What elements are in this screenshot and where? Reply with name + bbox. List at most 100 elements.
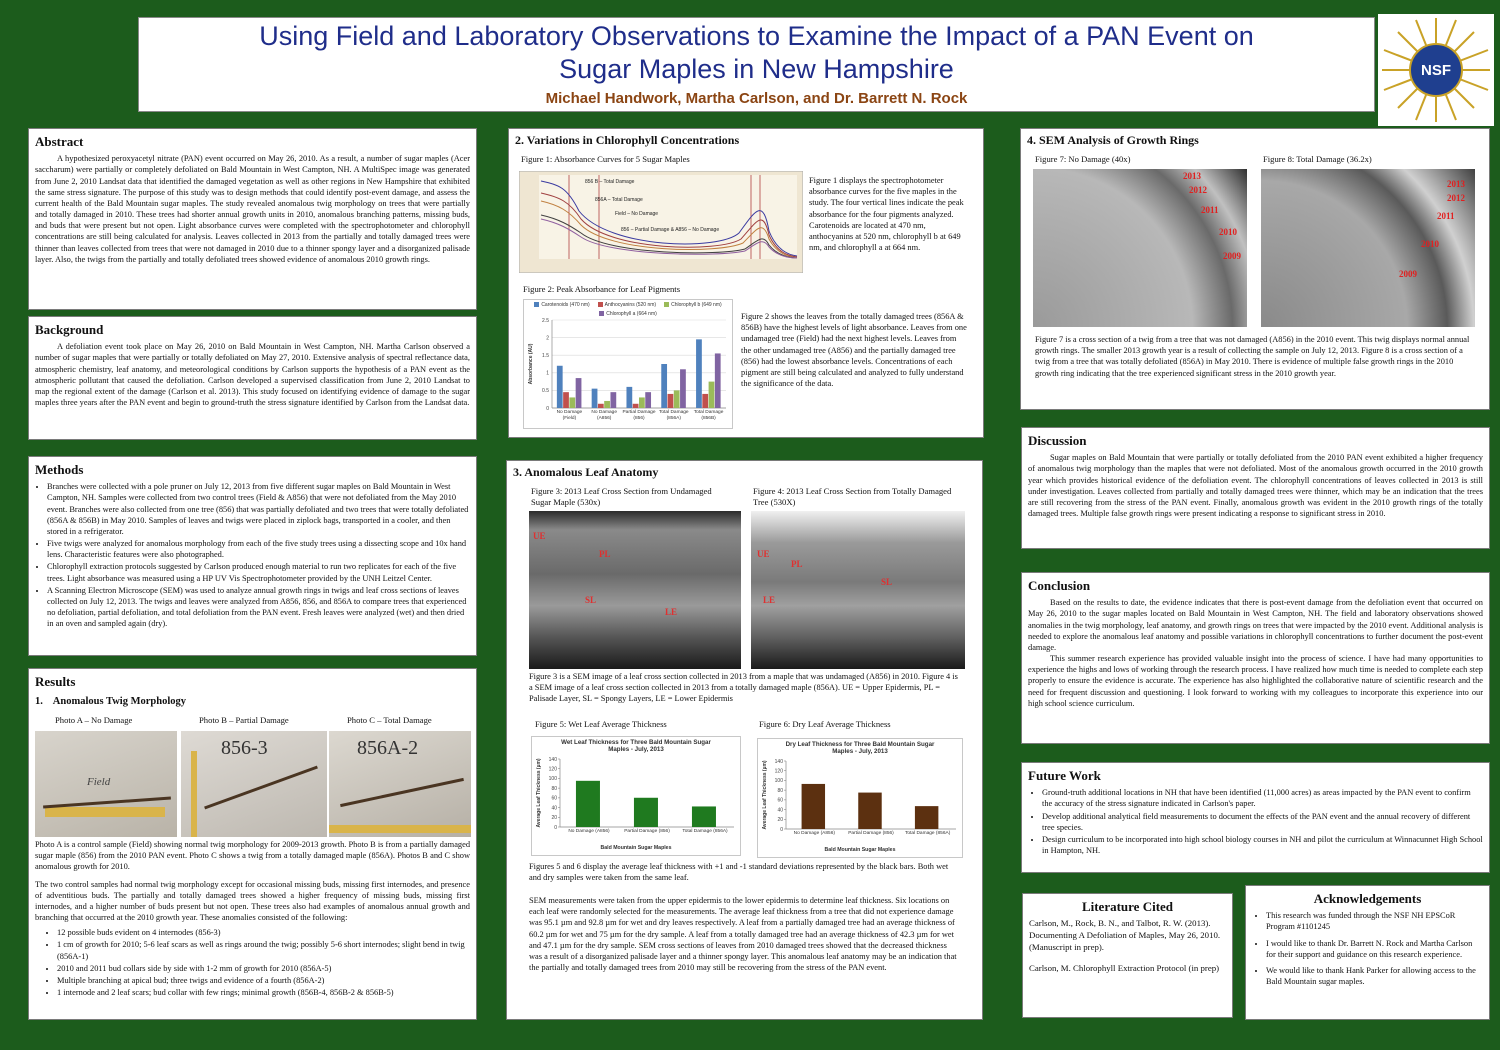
bar — [633, 797, 658, 827]
subheading: 1. Anomalous Twig Morphology — [35, 696, 187, 707]
sem-label: PL — [599, 549, 611, 559]
section-heading: 4. SEM Analysis of Growth Rings — [1027, 133, 1199, 147]
figure-text: Figure 1 displays the spectrophotometer … — [809, 176, 964, 253]
section-heading: Acknowledgements — [1313, 891, 1422, 906]
y-tick-label: 80 — [551, 786, 557, 792]
sem-twig-image: 2013 2012 2011 2010 2009 — [1261, 169, 1475, 327]
sem-twig-image: 2013 2012 2011 2010 2009 — [1033, 169, 1247, 327]
bar — [914, 806, 939, 829]
y-tick-label: 1.5 — [542, 353, 549, 359]
dry-thickness-chart: Dry Leaf Thickness for Three Bald Mounta… — [757, 738, 963, 858]
absorbance-figure: 856 B – Total Damage 856A – Total Damage… — [519, 171, 803, 273]
bar — [610, 392, 617, 408]
figure-text: Figure 3 is a SEM image of a leaf cross … — [529, 672, 958, 704]
figure-text: SEM measurements were taken from the upp… — [529, 896, 957, 973]
y-tick-label: 140 — [549, 757, 558, 763]
anomaly-item: 1 cm of growth for 2010; 5-6 leaf scars … — [57, 939, 470, 961]
legend-label: Chlorophyll a (664 nm) — [606, 310, 657, 317]
sem-label: LE — [665, 607, 678, 617]
photo-caption: Photo A – No Damage — [55, 715, 133, 725]
authors: Michael Handwork, Martha Carlson, and Dr… — [545, 90, 968, 107]
y-tick-label: 20 — [777, 817, 783, 823]
x-tick-label: Partial Damage (856) — [848, 831, 894, 836]
bar — [563, 392, 569, 408]
acknowledgement: We would like to thank Hank Parker for a… — [1266, 965, 1483, 987]
y-tick-label: 2 — [546, 335, 549, 341]
bar — [708, 381, 715, 408]
bar — [639, 397, 645, 408]
section-heading: 3. Anomalous Leaf Anatomy — [513, 465, 659, 479]
background-panel: Background A defoliation event took plac… — [28, 316, 477, 440]
anatomy-panel: 3. Anomalous Leaf Anatomy Figure 3: 2013… — [506, 460, 983, 1020]
photo-caption: Photo B – Partial Damage — [199, 715, 289, 725]
anomaly-item: 1 internode and 2 leaf scars; bud collar… — [57, 987, 470, 998]
sem-label: UE — [533, 531, 546, 541]
title-box: Using Field and Laboratory Observations … — [138, 17, 1375, 112]
y-tick-label: 40 — [551, 805, 557, 811]
y-tick-label: 0 — [780, 827, 783, 833]
curve-label: 856 – Partial Damage & A856 – No Damage — [621, 227, 719, 233]
figure-caption: Figure 3: 2013 Leaf Cross Section from U… — [531, 486, 712, 508]
background-text: A defoliation event took place on May 26… — [35, 342, 470, 408]
logo-text: NSF — [1421, 62, 1451, 79]
legend-item: Carotenoids (470 nm) — [534, 302, 590, 309]
y-axis-label: Average Leaf Thickness (µm) — [536, 758, 542, 827]
section-heading: Discussion — [1028, 433, 1087, 448]
y-tick-label: 1 — [546, 371, 549, 377]
future-work-panel: Future Work Ground-truth additional loca… — [1021, 762, 1490, 873]
methods-item: A Scanning Electron Microscope (SEM) was… — [47, 585, 470, 630]
legend-item: Anthocyanins (520 nm) — [597, 302, 657, 309]
section-heading: 2. Variations in Chlorophyll Concentrati… — [515, 133, 740, 147]
bar — [597, 403, 604, 408]
future-item: Develop additional analytical field meas… — [1042, 811, 1483, 833]
legend: Carotenoids (470 nm) Anthocyanins (520 nm… — [524, 302, 732, 317]
sem-label: PL — [791, 559, 803, 569]
x-tick-label: No Damage (A856) — [591, 410, 617, 421]
twig-photo: 856-3 — [181, 731, 327, 837]
discussion-text: Sugar maples on Bald Mountain that were … — [1028, 453, 1483, 519]
y-tick-label: 0 — [546, 406, 549, 412]
y-tick-label: 20 — [551, 815, 557, 821]
bar — [801, 783, 826, 829]
poster-title: Using Field and Laboratory Observations … — [259, 21, 1254, 84]
photo-label: 856A-2 — [357, 737, 419, 759]
future-item: Ground-truth additional locations in NH … — [1042, 787, 1483, 809]
ring-label: 2013 — [1447, 179, 1465, 189]
photo-caption: Photo C – Total Damage — [347, 715, 432, 725]
curve-label: 856 B – Total Damage — [585, 179, 635, 185]
y-tick-label: 0 — [554, 825, 557, 831]
sem-label: SL — [585, 595, 597, 605]
plot: 0 0.5 1 1.5 2 2.5 Absorbance (AU) — [528, 318, 726, 412]
sem-label: SL — [881, 577, 893, 587]
y-tick-label: 120 — [549, 767, 558, 773]
x-tick-label: Total Damage (856A) — [658, 410, 689, 421]
figure-caption: Figure 7: No Damage (40x) — [1035, 154, 1131, 164]
ring-label: 2011 — [1201, 205, 1219, 215]
figure-caption: Figure 4: 2013 Leaf Cross Section from T… — [753, 486, 952, 508]
chart-title: Wet Leaf Thickness for Three Bald Mounta… — [561, 739, 711, 754]
anomaly-item: 2010 and 2011 bud collars side by side w… — [57, 963, 470, 974]
x-tick-label: Partial Damage (856) — [622, 410, 656, 421]
bar — [661, 364, 668, 408]
y-tick-label: 120 — [775, 769, 784, 775]
ring-label: 2013 — [1183, 171, 1201, 181]
future-item: Design curriculum to be incorporated int… — [1042, 834, 1483, 856]
y-tick-label: 80 — [777, 788, 783, 794]
anomaly-item: 12 possible buds evident on 4 internodes… — [57, 927, 470, 938]
x-tick-label: Total Damage (856B) — [693, 410, 724, 421]
x-axis-label: Bald Mountain Sugar Maples — [824, 847, 896, 853]
bar — [702, 393, 709, 408]
legend-swatch — [597, 302, 603, 308]
variations-panel: 2. Variations in Chlorophyll Concentrati… — [508, 128, 984, 438]
legend-item: Chlorophyll b (649 nm) — [664, 302, 722, 309]
ring-label: 2009 — [1399, 269, 1417, 279]
legend-item: Chlorophyll a (664 nm) — [599, 311, 657, 318]
results-text: Photo A is a control sample (Field) show… — [35, 840, 470, 872]
results-text: The two control samples had normal twig … — [35, 879, 470, 923]
x-axis-label: Bald Mountain Sugar Maples — [600, 845, 672, 851]
wet-thickness-chart: Wet Leaf Thickness for Three Bald Mounta… — [531, 736, 741, 856]
legend-label: Anthocyanins (520 nm) — [604, 302, 657, 308]
bar — [604, 400, 610, 408]
bar — [556, 365, 563, 408]
y-tick-label: 40 — [777, 807, 783, 813]
